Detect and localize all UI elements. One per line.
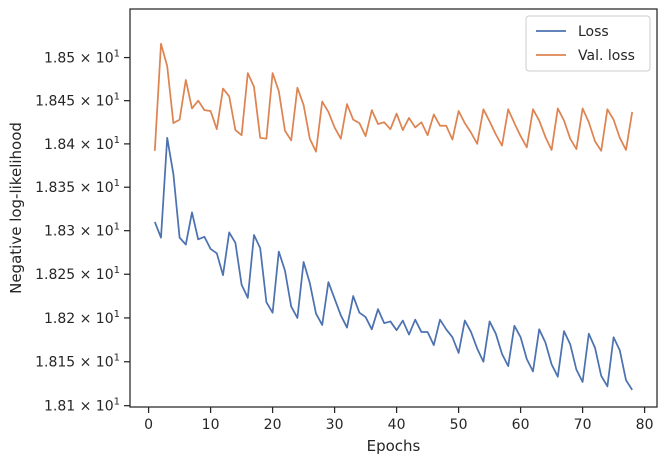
x-tick-label: 60: [512, 417, 530, 433]
y-tick-label: 1.83 × 101: [44, 222, 120, 240]
x-tick-label: 40: [388, 417, 406, 433]
y-tick-label: 1.81 × 101: [44, 397, 120, 415]
series-line-val-loss: [153, 42, 634, 153]
x-tick-label: 0: [144, 417, 153, 433]
plot-frame: [129, 8, 658, 408]
legend-label-loss: Loss: [578, 24, 609, 40]
y-tick-label: 1.845 × 101: [35, 92, 120, 110]
y-axis-ticks: 1.81 × 101 1.815 × 101 1.82 × 101 1.825 × 1…: [35, 49, 130, 415]
x-axis-ticks: 0 10 20 30 40 50 60 70 80: [144, 407, 654, 433]
y-tick-label: 1.82 × 101: [44, 309, 120, 327]
legend-label-val-loss: Val. loss: [578, 48, 635, 64]
x-tick-label: 80: [636, 417, 654, 433]
series-line-loss: [153, 136, 633, 391]
series-layer: [153, 42, 634, 391]
y-tick-label: 1.835 × 101: [35, 178, 120, 196]
x-tick-label: 20: [264, 417, 282, 433]
x-tick-label: 30: [326, 417, 344, 433]
y-axis-title: Negative log-likelihood: [7, 122, 25, 294]
y-tick-label: 1.84 × 101: [44, 135, 120, 153]
y-tick-label: 1.815 × 101: [35, 353, 120, 371]
y-tick-label: 1.825 × 101: [35, 265, 120, 283]
x-tick-label: 50: [450, 417, 468, 433]
x-tick-label: 70: [574, 417, 592, 433]
legend: Loss Val. loss: [525, 15, 651, 72]
legend-box: [525, 15, 651, 72]
x-tick-label: 10: [202, 417, 220, 433]
y-tick-label: 1.85 × 101: [44, 49, 120, 67]
x-axis-title: Epochs: [367, 437, 421, 455]
